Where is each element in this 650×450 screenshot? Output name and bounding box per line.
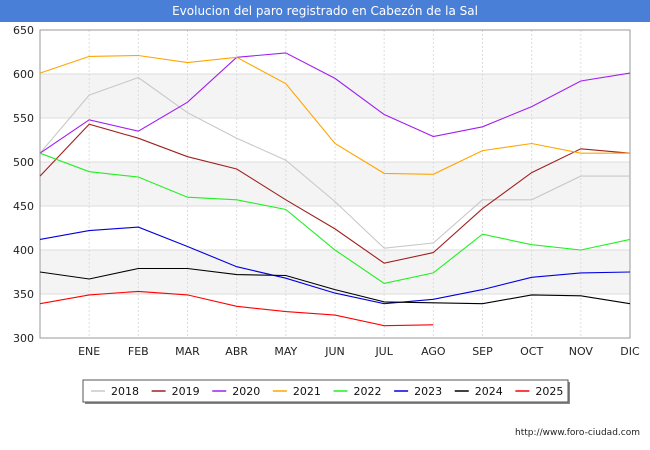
x-tick-label: JUL (374, 345, 393, 358)
x-axis-labels: ENE FEB MAR ABR MAY JUN JUL AGO SEP OCT NOV DIC (78, 345, 640, 358)
series-line-2018 (39, 76, 630, 249)
series-line-2025 (39, 290, 434, 327)
y-tick-label: 650 (13, 24, 34, 37)
y-tick-label: 600 (13, 68, 34, 81)
legend-label-2025: 2025 (535, 385, 563, 398)
y-tick-label: 300 (13, 332, 34, 345)
x-tick-label: JUN (324, 345, 345, 358)
legend-label-2022: 2022 (354, 385, 382, 398)
y-axis-labels: 300 350 400 450 500 550 600 650 (13, 24, 34, 345)
legend-label-2020: 2020 (232, 385, 260, 398)
legend: 2018 2019 2020 2021 2022 2023 2024 2025 (82, 379, 570, 404)
series-lines (39, 52, 631, 327)
series-line-2024 (39, 267, 631, 305)
x-tick-label: OCT (520, 345, 543, 358)
legend-label-2024: 2024 (475, 385, 503, 398)
y-tick-label: 450 (13, 200, 34, 213)
plot-border (39, 29, 631, 339)
series-line-2023 (39, 226, 631, 305)
chart-title: Evolucion del paro registrado en Cabezón… (172, 4, 478, 18)
series-line-2019 (39, 123, 631, 264)
legend-label-2021: 2021 (293, 385, 321, 398)
series-line-2022 (39, 152, 631, 284)
legend-label-2023: 2023 (414, 385, 442, 398)
x-tick-label: MAR (175, 345, 200, 358)
legend-box (82, 379, 569, 403)
x-tick-label: NOV (569, 345, 594, 358)
y-tick-label: 350 (13, 288, 34, 301)
source-credit: http://www.foro-ciudad.com (515, 428, 640, 438)
x-tick-label: ABR (225, 345, 248, 358)
series-line-2020 (39, 52, 631, 154)
x-tick-label: MAY (274, 345, 297, 358)
legend-label-2018: 2018 (111, 385, 139, 398)
x-tick-label: SEP (472, 345, 493, 358)
x-tick-label: FEB (128, 345, 149, 358)
x-tick-label: DIC (620, 345, 640, 358)
title-bar: Evolucion del paro registrado en Cabezón… (0, 0, 650, 22)
legend-label-2019: 2019 (172, 385, 200, 398)
x-tick-label: ENE (78, 345, 100, 358)
grid-lines (39, 29, 631, 339)
y-tick-label: 500 (13, 156, 34, 169)
series-line-2021 (39, 54, 630, 175)
x-tick-label: AGO (421, 345, 446, 358)
y-tick-label: 550 (13, 112, 34, 125)
y-tick-label: 400 (13, 244, 34, 257)
